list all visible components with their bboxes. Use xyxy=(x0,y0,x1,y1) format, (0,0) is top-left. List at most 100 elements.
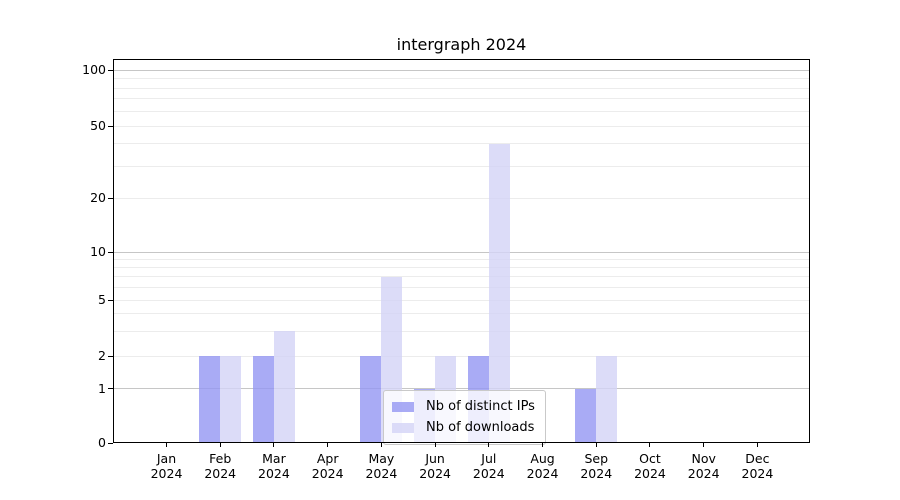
y-axis-tick xyxy=(108,69,113,71)
y-axis-tick xyxy=(108,251,113,253)
x-tick-month: Apr xyxy=(316,451,339,466)
bar xyxy=(596,356,618,443)
bar xyxy=(273,331,295,443)
gridline xyxy=(114,330,809,332)
gridline xyxy=(114,110,809,112)
x-tick-month: Sep xyxy=(584,451,609,466)
x-tick-year: 2024 xyxy=(472,466,505,481)
x-tick-year: 2024 xyxy=(580,466,613,481)
x-axis-tick xyxy=(649,443,651,447)
x-tick-month: Aug xyxy=(530,451,555,466)
gridline xyxy=(114,286,809,288)
y-axis-tick xyxy=(108,442,113,444)
x-axis-tick-label: May 2024 xyxy=(345,451,417,481)
legend-swatch-downloads xyxy=(392,422,414,433)
x-tick-year: 2024 xyxy=(204,466,237,481)
gridline xyxy=(114,69,809,71)
bar xyxy=(199,356,221,443)
x-axis-tick-label: Jan 2024 xyxy=(131,451,203,481)
gridline xyxy=(114,258,809,260)
x-tick-year: 2024 xyxy=(419,466,451,481)
x-tick-year: 2024 xyxy=(687,466,720,481)
x-tick-month: Oct xyxy=(639,451,661,466)
x-axis-tick-label: Dec 2024 xyxy=(721,451,793,481)
x-tick-year: 2024 xyxy=(150,466,183,481)
legend-entry-distinct-ips: Nb of distinct IPs xyxy=(392,396,535,417)
gridline xyxy=(114,87,809,89)
x-tick-month: Feb xyxy=(209,451,232,466)
x-axis-tick xyxy=(273,443,275,447)
legend-swatch-distinct-ips xyxy=(392,401,414,412)
bar xyxy=(360,356,382,443)
y-axis-tick-label: 1 xyxy=(98,380,106,396)
x-tick-month: Nov xyxy=(691,451,716,466)
y-axis-tick xyxy=(108,197,113,199)
gridline xyxy=(114,313,809,315)
gridline xyxy=(114,78,809,79)
y-axis-tick xyxy=(108,125,113,127)
x-axis-tick xyxy=(542,443,544,447)
legend-entry-downloads: Nb of downloads xyxy=(392,417,535,438)
x-tick-month: Jun xyxy=(425,451,445,466)
gridline xyxy=(114,251,809,253)
x-axis-tick-label: Feb 2024 xyxy=(184,451,256,481)
x-axis-tick-label: Sep 2024 xyxy=(560,451,632,481)
gridline xyxy=(114,98,809,100)
bar xyxy=(488,143,510,443)
x-tick-year: 2024 xyxy=(311,466,344,481)
y-axis-tick-label: 100 xyxy=(82,62,106,77)
x-tick-year: 2024 xyxy=(365,466,398,481)
gridline xyxy=(114,165,809,167)
x-axis-tick xyxy=(166,443,167,447)
x-axis-tick-label: Apr 2024 xyxy=(292,451,364,481)
x-tick-month: Mar xyxy=(262,451,286,466)
y-axis-tick xyxy=(108,388,113,389)
gridline xyxy=(114,197,809,199)
y-axis-tick-label: 0 xyxy=(98,435,106,450)
gridline xyxy=(114,299,809,301)
y-axis-tick xyxy=(108,355,113,357)
x-axis-tick-label: Nov 2024 xyxy=(668,451,740,481)
y-axis-tick-label: 20 xyxy=(90,190,106,205)
gridline xyxy=(114,266,809,268)
x-axis-tick xyxy=(380,443,382,447)
legend-label-downloads: Nb of downloads xyxy=(426,420,535,435)
x-tick-month: Dec xyxy=(745,451,770,466)
x-axis-tick-label: Oct 2024 xyxy=(614,451,686,481)
legend: Nb of distinct IPs Nb of downloads xyxy=(383,390,546,445)
x-tick-month: May xyxy=(368,451,395,466)
x-axis-tick xyxy=(595,443,597,447)
x-axis-tick xyxy=(434,443,436,447)
x-axis-tick-label: Jun 2024 xyxy=(399,451,471,481)
y-axis-tick-label: 50 xyxy=(90,118,106,133)
y-axis-tick-label: 2 xyxy=(98,348,106,363)
x-tick-year: 2024 xyxy=(258,466,290,481)
gridline xyxy=(114,388,809,389)
y-axis-tick-label: 10 xyxy=(90,244,106,259)
x-axis-tick xyxy=(756,443,758,447)
x-axis-tick-label: Aug 2024 xyxy=(507,451,579,481)
x-tick-month: Jan xyxy=(156,451,177,466)
gridline xyxy=(114,276,809,278)
chart-title: intergraph 2024 xyxy=(396,35,527,54)
bar xyxy=(220,356,242,443)
x-axis-tick xyxy=(327,443,329,447)
x-axis-tick-label: Jul 2024 xyxy=(453,451,525,481)
x-tick-year: 2024 xyxy=(526,466,559,481)
x-tick-month: Jul xyxy=(481,451,497,466)
gridline xyxy=(114,125,809,127)
gridline xyxy=(114,143,809,145)
gridline xyxy=(114,355,809,357)
x-axis-tick xyxy=(219,443,221,447)
x-axis-tick xyxy=(703,443,705,447)
bar xyxy=(252,356,274,443)
x-tick-year: 2024 xyxy=(741,466,774,481)
y-axis-tick xyxy=(108,299,113,301)
x-axis-tick xyxy=(488,443,490,447)
x-tick-year: 2024 xyxy=(634,466,666,481)
legend-label-distinct-ips: Nb of distinct IPs xyxy=(426,399,535,414)
bar xyxy=(575,388,597,443)
x-axis-tick-label: Mar 2024 xyxy=(238,451,310,481)
y-axis-tick-label: 5 xyxy=(98,292,106,307)
